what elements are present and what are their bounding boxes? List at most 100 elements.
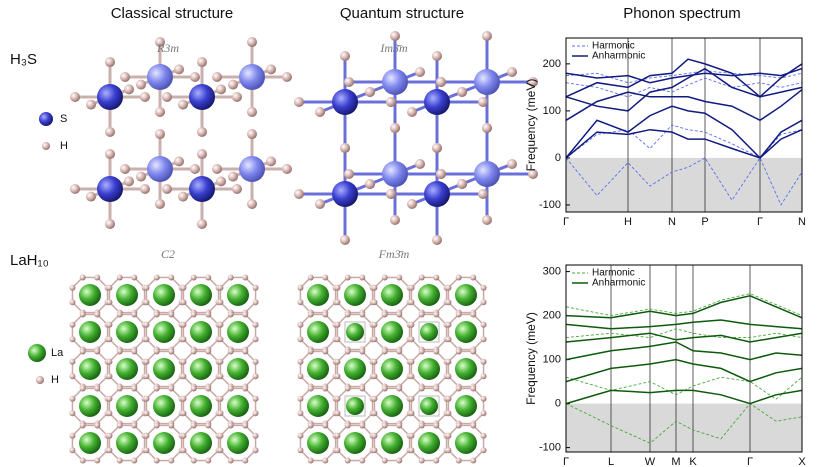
atom (390, 123, 400, 133)
atom (147, 64, 173, 90)
atom (106, 358, 113, 365)
y-tick-label: -100 (539, 442, 561, 454)
negative-region (566, 157, 802, 212)
atom (436, 169, 446, 179)
atom (69, 358, 76, 365)
atom (424, 181, 450, 207)
atom (190, 348, 197, 355)
atom (178, 191, 188, 202)
atom (418, 422, 425, 429)
atom (381, 457, 388, 464)
atom (334, 432, 341, 439)
atom (252, 432, 259, 439)
atom (507, 159, 517, 169)
x-tick-label: N (798, 216, 806, 228)
atom (252, 395, 259, 402)
atom (190, 395, 212, 417)
atom (436, 77, 446, 87)
atom (445, 395, 452, 402)
atom (470, 274, 477, 281)
atom (69, 299, 76, 306)
atom (371, 358, 378, 365)
space-group: C2 (161, 247, 175, 261)
atom (231, 184, 242, 194)
atom (70, 92, 81, 102)
atom (106, 432, 113, 439)
atom (433, 457, 440, 464)
atom (252, 373, 259, 380)
atom (69, 284, 76, 291)
atom (420, 397, 438, 415)
atom (252, 299, 259, 306)
phonon-band (565, 70, 803, 84)
atom-legend-icon (39, 112, 53, 126)
atom (322, 348, 329, 355)
atom (455, 395, 477, 417)
atom (381, 311, 388, 318)
atom (307, 457, 314, 464)
atom (307, 385, 314, 392)
legend-label: Anharmonic (592, 51, 645, 62)
atom (105, 126, 115, 137)
atom (79, 321, 101, 343)
atom (359, 311, 366, 318)
atom (433, 274, 440, 281)
atom (297, 447, 304, 454)
atom (174, 156, 184, 167)
atom (97, 176, 123, 202)
atom (190, 311, 197, 318)
atom (470, 422, 477, 429)
atom (344, 284, 366, 306)
atom (174, 64, 184, 75)
atom (381, 385, 388, 392)
atom (297, 358, 304, 365)
atom (455, 432, 477, 454)
legend-label: Harmonic (592, 41, 635, 52)
atom (478, 97, 488, 107)
atom (528, 169, 538, 179)
y-tick-label: 200 (543, 310, 561, 322)
atom (227, 395, 249, 417)
atom (227, 385, 234, 392)
atom (153, 348, 160, 355)
x-tick-label: Γ (757, 216, 763, 228)
atom (190, 358, 212, 380)
atom (344, 169, 354, 179)
atom (470, 385, 477, 392)
atom (445, 284, 452, 291)
atom (396, 311, 403, 318)
atom (205, 348, 212, 355)
atom (227, 311, 234, 318)
atom (480, 410, 487, 417)
atom (155, 106, 165, 117)
atom (482, 215, 492, 225)
atom (418, 457, 425, 464)
atom (408, 299, 415, 306)
atom (386, 189, 396, 199)
atom (359, 385, 366, 392)
atom (190, 432, 212, 454)
atom (381, 348, 388, 355)
atom (197, 218, 207, 229)
atom-legend: H (60, 140, 68, 152)
atom (205, 422, 212, 429)
atom (371, 336, 378, 343)
atom (116, 358, 138, 380)
phonon-band (565, 89, 803, 122)
atom (155, 37, 165, 48)
atom (69, 447, 76, 454)
atom (408, 447, 415, 454)
atom (168, 385, 175, 392)
atom (474, 69, 500, 95)
atom (168, 274, 175, 281)
atom (480, 336, 487, 343)
atom (227, 284, 249, 306)
atom (116, 348, 123, 355)
atom (94, 348, 101, 355)
atom (94, 385, 101, 392)
atom-cage (344, 395, 366, 417)
atom (217, 447, 224, 454)
atom (131, 385, 138, 392)
atom (94, 274, 101, 281)
atom (69, 336, 76, 343)
